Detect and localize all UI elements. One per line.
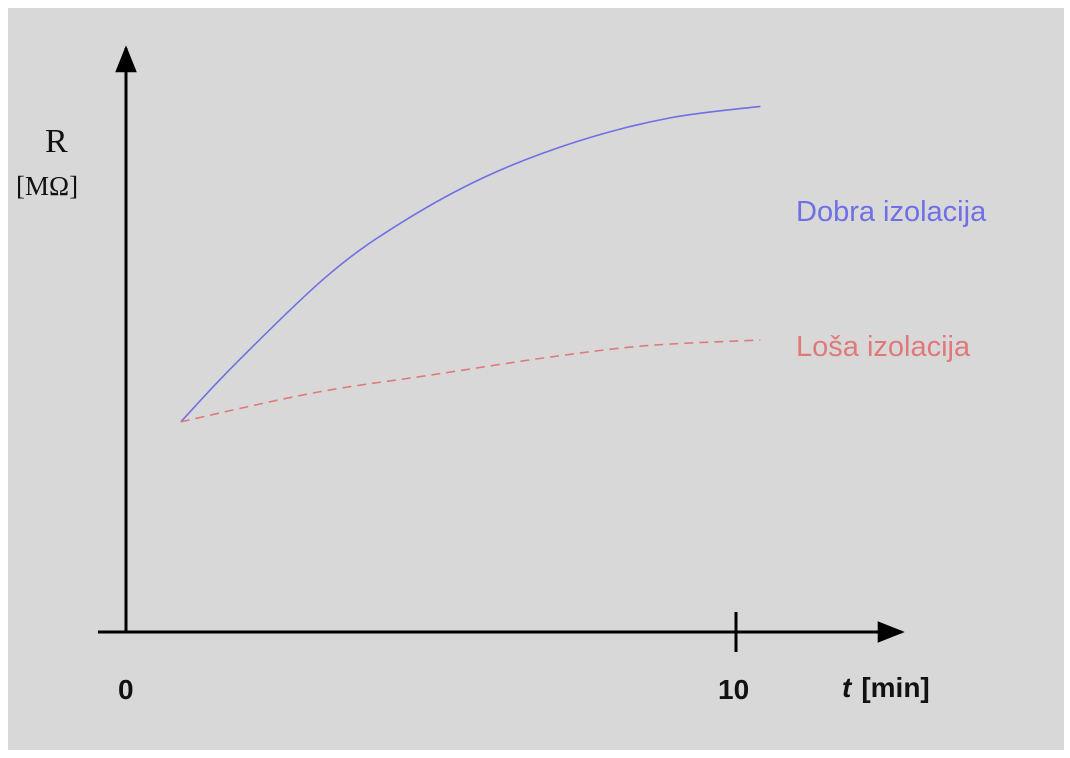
series-line-losa-izolacija: [180, 339, 761, 423]
series-label-losa-izolacija: Loša izolacija: [796, 331, 971, 363]
x-axis-unit: [min]: [861, 672, 929, 703]
x-tick-label: 0: [118, 674, 134, 705]
series-label-dobra-izolacija: Dobra izolacija: [796, 196, 987, 228]
x-axis-label: t [min]: [842, 672, 930, 703]
x-tick-label: 10: [718, 674, 749, 705]
y-axis-label: R: [45, 123, 68, 160]
x-axis-variable: t: [842, 672, 853, 703]
chart-background: [8, 8, 1064, 750]
y-axis-unit: [MΩ]: [16, 171, 78, 201]
series-line-dobra-izolacija: [180, 105, 761, 423]
